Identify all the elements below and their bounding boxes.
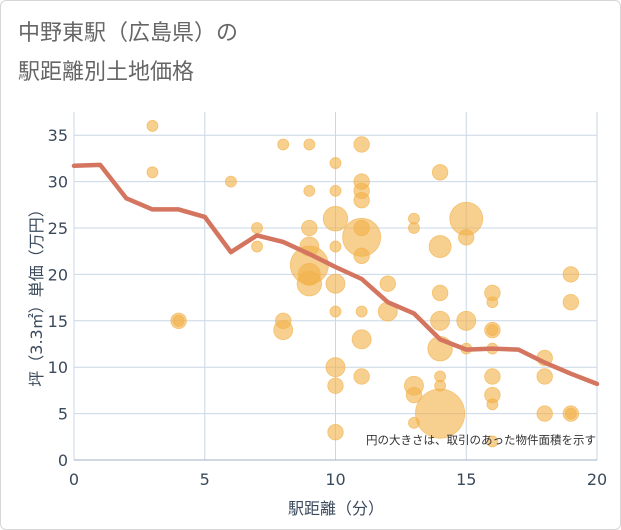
bubble-point	[329, 184, 342, 197]
chart-title-line-1: 中野東駅（広島県）の	[18, 21, 238, 46]
bubble-point	[146, 166, 159, 179]
bubble-point	[329, 305, 342, 318]
bubble-point	[224, 175, 237, 188]
bubble-point	[301, 219, 318, 237]
bubble-point	[327, 377, 344, 394]
x-axis-label: 駅距離（分）	[288, 499, 384, 518]
bubble-point	[431, 284, 449, 302]
x-tick-label: 5	[200, 470, 210, 489]
bubble-point	[277, 138, 290, 151]
bubble-point	[172, 314, 185, 327]
bubble-point	[562, 294, 580, 311]
bubble-point	[536, 405, 553, 422]
y-tick-label: 35	[48, 126, 68, 145]
bubble-point	[430, 310, 451, 331]
bubble-point	[486, 435, 499, 448]
bubble-point	[564, 407, 577, 420]
bubble-point	[303, 184, 316, 197]
bubble-point	[327, 423, 344, 441]
bubble-point	[434, 379, 447, 392]
y-tick-label: 20	[48, 265, 68, 284]
bubble-point	[146, 120, 159, 132]
x-tick-label: 15	[456, 470, 476, 489]
bubble-point	[408, 416, 420, 429]
bubble-point	[486, 324, 499, 336]
bubble-point	[353, 191, 370, 209]
bubble-point	[415, 388, 466, 439]
bubble-point	[484, 368, 501, 385]
bubble-point	[562, 266, 580, 283]
grid-lines	[73, 112, 598, 461]
bubble-point	[275, 312, 292, 329]
bubble-point	[428, 235, 452, 258]
y-tick-label: 15	[48, 312, 68, 331]
bubble-point	[353, 247, 370, 265]
bubble-point	[405, 386, 423, 404]
bubble-point	[353, 368, 370, 385]
bubble-point	[303, 138, 316, 151]
y-tick-label: 30	[48, 173, 68, 192]
bubble-point	[536, 368, 553, 385]
bubble-point	[456, 310, 477, 331]
bubble-point	[353, 136, 370, 153]
bubble-point	[251, 222, 263, 234]
y-tick-label: 0	[58, 451, 68, 470]
x-tick-label: 0	[69, 470, 79, 489]
bubble-point	[322, 206, 349, 232]
bubble-point	[355, 305, 368, 318]
x-tick-label: 20	[587, 470, 607, 489]
y-tick-label: 25	[48, 219, 68, 238]
chart-title-line-2: 駅距離別土地価格	[18, 60, 194, 85]
bubble-point	[486, 398, 499, 411]
x-axis-ticks: 0 5 10 15 20	[69, 470, 607, 489]
bubble-layer	[146, 120, 580, 448]
bubble-point	[379, 275, 396, 292]
y-tick-label: 5	[58, 405, 68, 424]
bubble-point	[325, 273, 346, 294]
x-tick-label: 10	[325, 470, 345, 489]
bubble-size-note: 円の大きさは、取引のあった物件面積を示す	[366, 433, 596, 447]
bubble-point	[431, 164, 449, 181]
y-tick-label: 10	[48, 358, 68, 377]
bubble-point	[251, 240, 263, 253]
bubble-point	[408, 222, 420, 234]
bubble-point	[325, 357, 346, 378]
y-axis-ticks: 0 5 10 15 20 25 30 35	[48, 126, 68, 470]
y-axis-label: 坪（3.3㎡）単価（万円）	[27, 201, 46, 386]
trend-line	[71, 162, 600, 387]
bubble-point	[458, 229, 475, 246]
bubble-point	[297, 262, 321, 286]
bubble-point	[486, 296, 499, 309]
bubble-point	[351, 329, 372, 350]
bubble-point	[353, 219, 370, 237]
bubble-point	[329, 240, 342, 253]
bubble-point	[329, 157, 342, 169]
